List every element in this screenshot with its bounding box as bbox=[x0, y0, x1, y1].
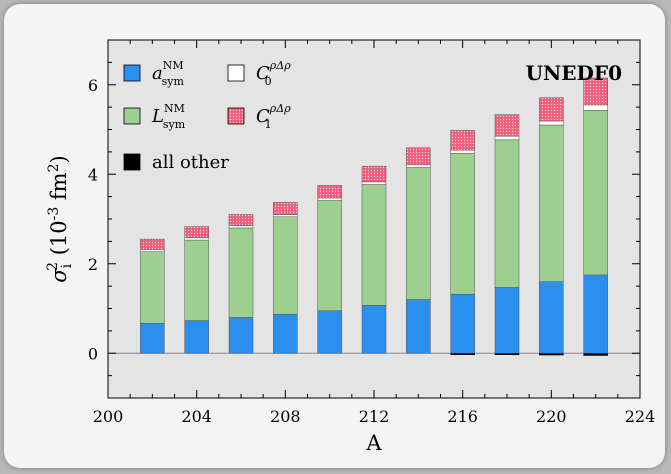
legend: aNM sym CρΔρ 0 LNM sym CρΔρ 1 all other bbox=[123, 59, 291, 173]
bar-segment bbox=[450, 152, 475, 295]
bar-segment bbox=[406, 147, 431, 166]
x-tick-label: 200 bbox=[93, 407, 124, 426]
bar-segment bbox=[228, 225, 254, 229]
bar-segment bbox=[494, 287, 520, 354]
bar-segment bbox=[539, 97, 564, 122]
legend-swatch-other bbox=[123, 153, 141, 171]
x-tick-label: 224 bbox=[625, 407, 656, 426]
bar-segment bbox=[450, 149, 475, 154]
legend-label-l-sym: LNM sym bbox=[151, 102, 186, 131]
bar-segment bbox=[406, 299, 431, 354]
bar-segment bbox=[539, 353, 564, 356]
bar-segment bbox=[583, 77, 608, 106]
bar-segment bbox=[406, 167, 431, 300]
bar-segment bbox=[317, 199, 342, 311]
bar-segment bbox=[361, 305, 387, 354]
bar-segment bbox=[273, 214, 298, 218]
bar-segment bbox=[583, 353, 608, 356]
legend-label-c0: CρΔρ 0 bbox=[256, 59, 291, 88]
legend-label-c1: CρΔρ 1 bbox=[256, 102, 291, 131]
bar-segment bbox=[184, 237, 209, 241]
y-axis-label-post: ) bbox=[47, 155, 71, 163]
bar-segment bbox=[273, 202, 298, 215]
x-tick-label: 216 bbox=[447, 407, 478, 426]
y-tick-label: 4 bbox=[88, 165, 98, 184]
bar-segment bbox=[494, 114, 520, 137]
bar-segment bbox=[140, 323, 165, 354]
y-axis-label-exp2: 2 bbox=[46, 163, 62, 172]
bar-segment bbox=[494, 135, 520, 141]
bar-segment bbox=[228, 214, 254, 226]
y-axis-label-pre: (10 bbox=[47, 220, 71, 262]
bar-segment bbox=[140, 238, 165, 250]
bar-segment bbox=[450, 293, 475, 354]
legend-swatch-a-sym bbox=[123, 64, 141, 82]
x-axis-label: A bbox=[365, 431, 382, 455]
y-axis-label-sub: i bbox=[59, 263, 75, 268]
y-axis-label: σi2 (10-3 fm2) bbox=[45, 155, 75, 282]
annotation-unedf0: UNEDF0 bbox=[526, 61, 622, 85]
bar-segment bbox=[539, 120, 564, 126]
bar-segment bbox=[184, 239, 209, 321]
legend-swatch-c0 bbox=[227, 64, 245, 82]
bar-segment bbox=[539, 124, 564, 282]
bar-segment bbox=[317, 185, 342, 199]
bar-segment bbox=[361, 165, 387, 183]
bar-segment bbox=[184, 320, 209, 354]
y-tick-label: 2 bbox=[88, 255, 98, 274]
bar-segment bbox=[361, 181, 387, 185]
bar-segment bbox=[228, 227, 254, 318]
bar-segment bbox=[273, 216, 298, 315]
legend-label-other: all other bbox=[152, 152, 229, 173]
bar-segment bbox=[539, 281, 564, 354]
bar-segment bbox=[317, 197, 342, 201]
bar-segment bbox=[450, 130, 475, 151]
y-axis-label-sup: 2 bbox=[45, 262, 61, 271]
y-axis-label-exp: -3 bbox=[46, 207, 62, 221]
y-axis-label-mid: fm bbox=[47, 172, 71, 206]
bars-group bbox=[140, 77, 608, 356]
x-tick-label: 208 bbox=[270, 407, 301, 426]
bar-segment bbox=[140, 251, 165, 324]
legend-swatch-c1 bbox=[227, 107, 245, 125]
bar-segment bbox=[361, 184, 387, 306]
y-tick-label: 0 bbox=[88, 344, 98, 363]
bar-segment bbox=[184, 226, 209, 239]
y-tick-label: 6 bbox=[88, 76, 98, 95]
legend-swatch-l-sym bbox=[123, 107, 141, 125]
bar-segment bbox=[583, 104, 608, 111]
bar-segment bbox=[583, 110, 608, 276]
bar-segment bbox=[273, 314, 298, 354]
x-tick-label: 220 bbox=[536, 407, 567, 426]
bar-segment bbox=[228, 317, 254, 354]
legend-label-a-sym: aNM sym bbox=[152, 59, 184, 88]
bar-segment bbox=[317, 310, 342, 354]
x-axis: 200 204 208 212 216 220 224 bbox=[93, 40, 656, 426]
x-tick-label: 204 bbox=[181, 407, 212, 426]
bar-segment bbox=[406, 164, 431, 168]
y-axis: 0 2 4 6 bbox=[88, 39, 640, 399]
x-tick-label: 212 bbox=[359, 407, 390, 426]
bar-segment bbox=[140, 249, 165, 252]
bar-segment bbox=[494, 139, 520, 288]
y-axis-label-sigma: σ bbox=[47, 268, 71, 283]
bar-segment bbox=[583, 274, 608, 354]
